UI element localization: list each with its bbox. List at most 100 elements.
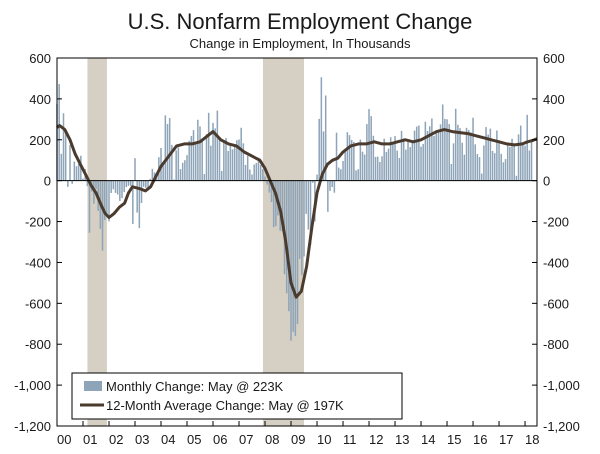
monthly-bar [212,122,214,181]
monthly-bar [227,150,229,181]
plot-frame [56,57,538,427]
monthly-bar [476,154,479,181]
x-tick-label: 18 [525,432,539,447]
monthly-bar [424,121,427,181]
monthly-bar [301,180,303,276]
legend-bar-swatch [84,381,102,391]
monthly-bar [67,180,69,187]
monthly-bar [114,180,117,193]
monthly-bar [489,128,492,181]
right-tick-label: -1,000 [543,378,580,393]
recession-bands [87,58,305,426]
monthly-bar [398,157,401,181]
monthly-bar [370,116,372,181]
monthly-bar [298,180,301,259]
monthly-bar [376,156,379,181]
legend-line-label: 12-Month Average Change: May @ 197K [106,398,344,413]
monthly-bar [106,180,108,214]
monthly-bar [249,169,251,181]
right-tick-label: 400 [543,92,565,107]
monthly-bar [506,143,509,181]
monthly-bar [201,140,203,181]
monthly-bar [500,153,502,181]
left-tick-label: -600 [25,296,51,311]
monthly-bar [64,131,67,181]
monthly-bar [437,130,440,181]
x-tick-label: 05 [187,432,201,447]
monthly-bar [155,176,158,181]
monthly-bar [357,169,359,181]
x-tick-label: 03 [135,432,149,447]
monthly-bar [526,114,528,181]
monthly-bar [422,144,424,181]
monthly-bar [433,135,435,181]
monthly-bar [400,130,403,181]
right-tick-label: 0 [543,174,550,189]
monthly-bar [147,180,149,189]
monthly-bar [129,180,132,186]
monthly-bar [307,180,310,230]
x-tick-label: 00 [57,432,71,447]
monthly-bar [383,138,385,181]
monthly-bar [493,153,496,181]
monthly-bar [186,155,188,181]
monthly-bar [392,143,394,181]
monthly-bar [82,178,84,181]
x-tick-label: 13 [395,432,409,447]
monthly-bar [333,180,336,193]
monthly-bar [199,126,201,181]
left-tick-label: -1,200 [14,419,51,434]
monthly-bar [504,159,507,181]
monthly-bar [184,160,186,181]
monthly-bar [396,150,398,181]
monthly-bar [372,135,375,181]
monthly-bar [515,175,518,181]
x-tick-label: 08 [265,432,279,447]
monthly-bar [244,164,247,181]
monthly-bar [127,180,130,186]
monthly-bar [164,115,167,181]
x-axis: 00 01 02 03 04 05 06 07 08 09 10 11 12 13 14 15 16 17 18 [56,421,540,447]
monthly-bar [444,118,446,181]
monthly-bar [452,143,455,181]
monthly-bar [86,180,89,187]
monthly-bar [327,180,329,212]
monthly-bar [110,180,112,193]
monthly-bar [173,179,175,181]
monthly-bar [320,77,323,181]
monthly-bar [350,139,353,181]
monthly-bar [530,141,533,181]
monthly-bar [322,131,325,181]
monthly-bar [329,180,331,191]
left-tick-label: 200 [29,133,51,148]
monthly-bar [205,134,208,181]
monthly-bar [413,130,416,181]
right-tick-label: -800 [543,337,569,352]
monthly-bar [368,109,370,181]
left-y-axis: 600 400 200 0 -200 -400 -600 -800 -1,000 -1,200 [14,51,62,434]
monthly-bar [281,180,284,232]
monthly-bar [431,118,433,181]
monthly-bar [58,84,60,181]
monthly-bar [181,162,184,181]
monthly-bar [246,155,249,181]
monthly-bar [485,127,487,181]
monthly-bar [179,169,182,181]
monthly-bar [231,149,234,181]
monthly-bar [253,164,255,181]
monthly-bar [389,137,392,181]
right-tick-label: 600 [543,51,565,66]
monthly-bar [524,145,526,181]
monthly-bar [528,150,531,181]
chart-title: U.S. Nonfarm Employment Change [128,9,473,34]
monthly-bar [405,149,407,181]
monthly-bar [418,125,420,181]
monthly-bar [140,180,143,203]
monthly-bar [513,144,515,181]
monthly-change-bars [56,77,533,341]
monthly-bar [103,180,106,221]
monthly-bar [459,128,461,181]
monthly-bar [348,135,351,181]
monthly-bar [381,156,383,181]
monthly-bar [316,174,318,181]
